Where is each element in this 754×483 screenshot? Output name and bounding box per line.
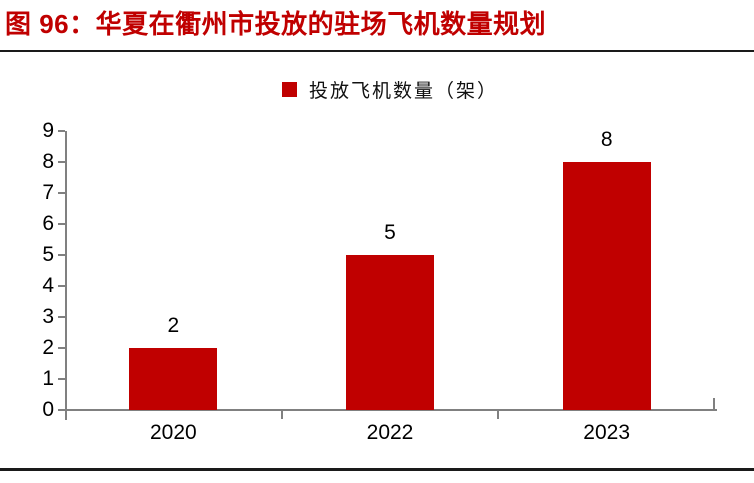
x-axis-label: 2022 [366,421,414,444]
x-axis-label: 2023 [583,421,631,444]
bottom-divider [0,468,754,471]
figure-title: 图 96：华夏在衢州市投放的驻场飞机数量规划 [5,9,547,39]
bar-value-label: 5 [384,221,396,244]
y-axis-tick [58,347,65,349]
y-axis-tick [58,378,65,380]
y-axis-tick [58,285,65,287]
x-axis-tick [497,411,500,419]
bar-2022 [346,255,434,410]
bar-2023 [562,162,651,410]
y-axis-line [65,131,67,420]
y-axis-label: 0 [42,398,54,421]
y-axis-tick [58,254,65,256]
y-axis-label: 5 [42,243,54,266]
bar-value-label: 8 [600,128,613,151]
bar-2020 [129,348,218,410]
y-axis-label: 2 [42,336,54,359]
title-divider [0,50,754,52]
y-axis-label: 8 [42,150,54,173]
bar-value-label: 2 [167,314,180,337]
y-axis-tick [58,316,65,318]
x-axis-end-tick [713,398,715,411]
x-axis-line [65,409,717,411]
y-axis-tick [58,409,65,411]
y-axis-label: 4 [42,274,54,297]
y-axis-tick [58,130,65,132]
x-axis-label: 2020 [149,421,197,444]
y-axis-label: 7 [42,181,54,204]
y-axis-tick [58,192,65,194]
legend-series-label: 投放飞机数量（架） [308,80,498,102]
y-axis-label: 9 [42,119,54,142]
y-axis-label: 1 [42,367,54,390]
y-axis-tick [58,161,65,163]
y-axis-label: 6 [42,212,54,235]
x-axis-tick [280,411,283,419]
chart-legend: 投放飞机数量（架） [66,79,714,102]
y-axis-tick [58,223,65,225]
legend-color-swatch [281,81,297,97]
y-axis-label: 3 [42,305,54,328]
